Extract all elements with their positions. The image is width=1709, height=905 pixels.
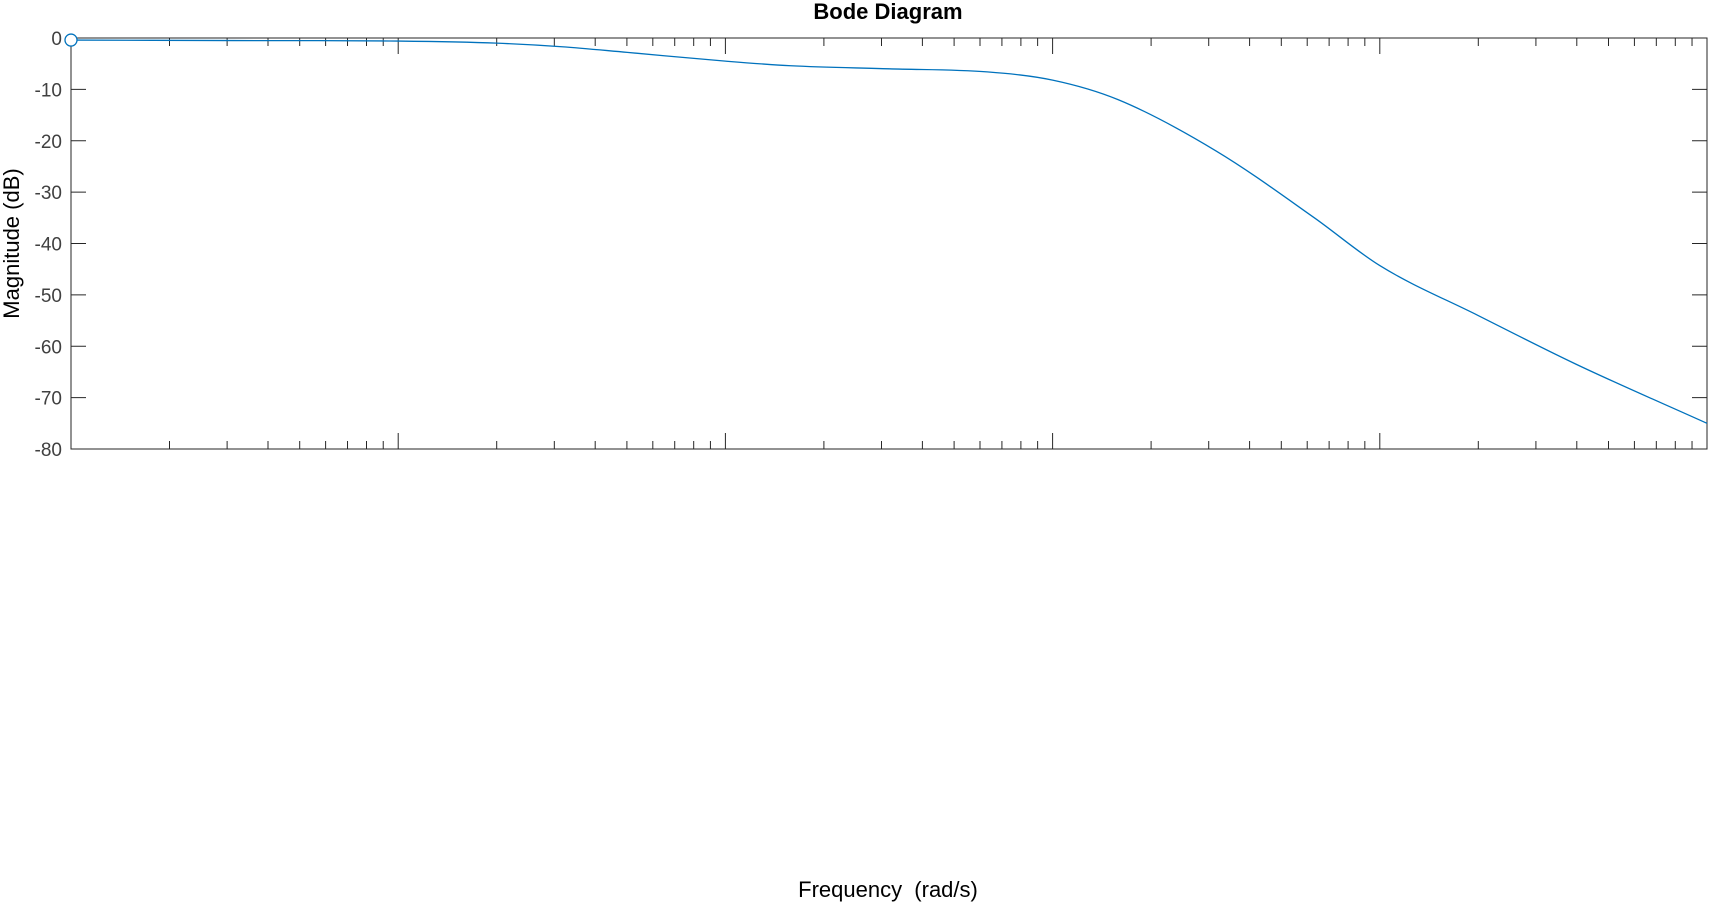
y-axis-tick-labels: 0 -10 -20 -30 -40 -50 -60 -70 -80 <box>35 29 62 461</box>
chart-title: Bode Diagram <box>813 0 962 24</box>
y-axis-label: Magnitude (dB) <box>0 168 24 318</box>
y-tick-label: -80 <box>35 440 62 461</box>
y-tick-label: -60 <box>35 337 62 358</box>
y-tick-label: -50 <box>35 286 62 307</box>
magnitude-series-line <box>70 39 1708 424</box>
x-axis-ticks <box>70 38 1708 449</box>
y-tick-label: -70 <box>35 389 62 410</box>
y-tick-label: -40 <box>35 235 62 256</box>
data-marker <box>64 33 78 47</box>
plot-area <box>70 37 1708 450</box>
x-axis-label: Frequency (rad/s) <box>798 877 978 902</box>
y-tick-label: -10 <box>35 80 62 101</box>
y-tick-label: 0 <box>51 29 62 50</box>
y-tick-label: -30 <box>35 183 62 204</box>
y-tick-label: -20 <box>35 132 62 153</box>
y-axis-ticks <box>71 37 1707 450</box>
